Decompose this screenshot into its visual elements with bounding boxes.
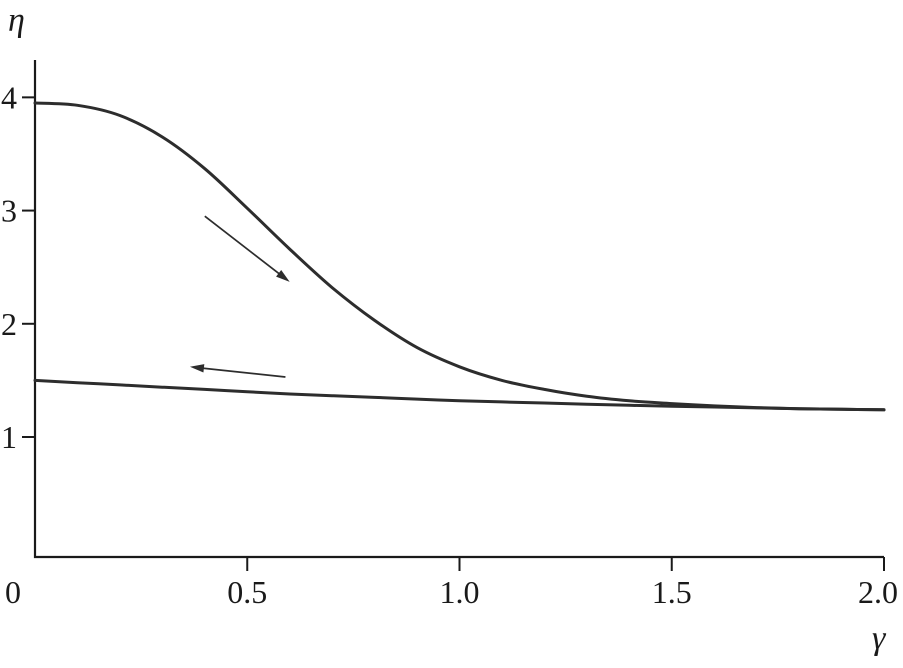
arrow-left-along-lower-curve-head xyxy=(189,364,205,373)
y-axis-label: η xyxy=(8,2,25,39)
arrow-down-along-upper-curve xyxy=(204,215,288,281)
y-tick-label: 2 xyxy=(1,306,17,342)
x-tick-label: 1.5 xyxy=(652,574,692,610)
upper-curve-forward-sweep xyxy=(33,101,886,412)
x-tick-label: 0 xyxy=(5,574,21,610)
y-tick-label: 3 xyxy=(1,193,17,229)
lower-curve-return-sweep xyxy=(33,378,886,412)
arrow-down-along-upper-curve-head xyxy=(276,270,290,282)
y-tick-label: 4 xyxy=(1,79,17,115)
x-tick-label: 0.5 xyxy=(227,574,267,610)
arrow-left-along-lower-curve xyxy=(193,366,286,378)
x-tick-label: 2.0 xyxy=(858,574,898,610)
x-axis-label: γ xyxy=(872,620,886,657)
x-tick-label: 1.0 xyxy=(440,574,480,610)
y-tick-label: 1 xyxy=(1,419,17,455)
axes xyxy=(33,60,884,559)
